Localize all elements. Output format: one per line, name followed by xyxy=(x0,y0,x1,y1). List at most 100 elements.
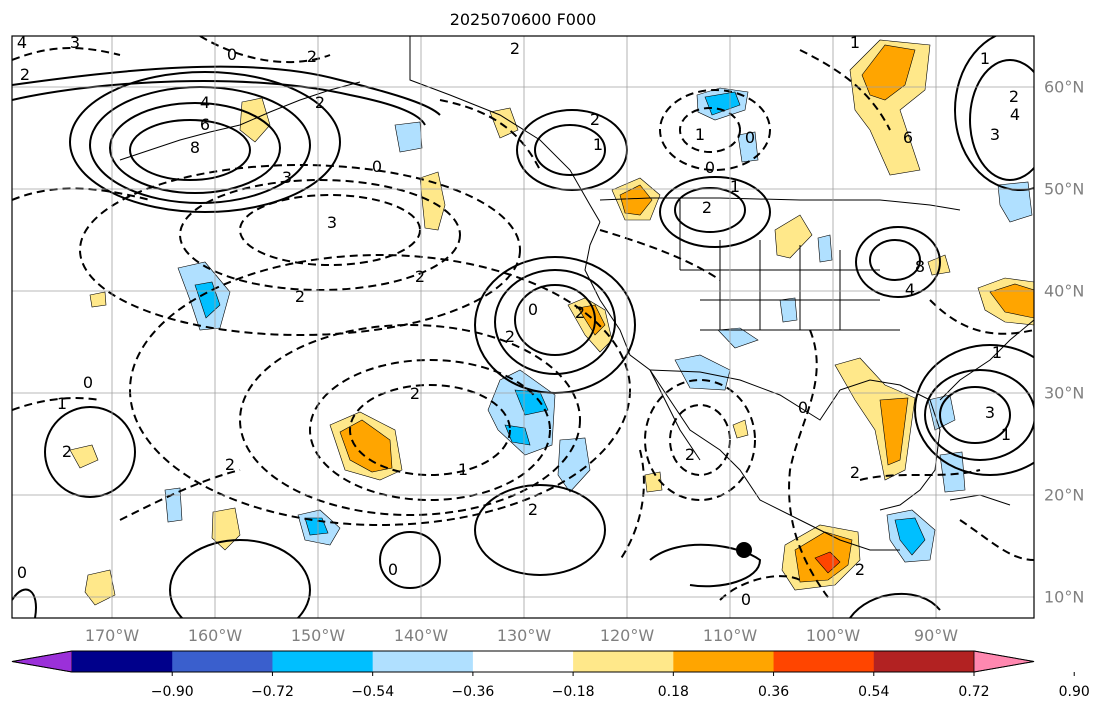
contour-line xyxy=(959,519,1034,561)
shade-strong-positive xyxy=(989,283,1034,319)
contour-labels: 4 320 224683032222102120221200122202200114… xyxy=(17,33,1020,609)
contour-value-label: 6 xyxy=(903,128,913,147)
contour-value-label: 0 xyxy=(528,300,538,319)
contour-value-label: 2 xyxy=(225,455,235,474)
colorbar-segment xyxy=(773,651,875,672)
contour-value-label: 0 xyxy=(745,128,755,147)
contour-line xyxy=(439,99,541,171)
contour-line xyxy=(599,229,721,281)
contour-value-label: 2 xyxy=(307,47,317,66)
contour-ring xyxy=(869,239,921,281)
contour-ring xyxy=(914,344,1034,476)
contour-value-label: 0 xyxy=(227,45,237,64)
colorbar-segment xyxy=(72,651,173,672)
colorbar-extend-high xyxy=(973,650,1035,673)
contour-value-label: 0 xyxy=(17,563,27,582)
shade-positive xyxy=(84,569,116,606)
contour-value-label: 1 xyxy=(1001,425,1011,444)
contour-value-label: 2 xyxy=(528,500,538,519)
contour-value-label: 1 xyxy=(695,125,705,144)
contour-line xyxy=(649,543,762,588)
shade-negative xyxy=(817,234,833,263)
contour-value-label: 2 xyxy=(685,445,695,464)
contour-value-label: 2 xyxy=(850,463,860,482)
contour-value-label: 1 xyxy=(850,33,860,52)
contour-line xyxy=(12,588,37,618)
graticule xyxy=(12,36,1034,618)
longitude-label: 170°W xyxy=(84,626,140,645)
contour-value-label: 1 xyxy=(992,343,1002,362)
shade-negative xyxy=(737,131,759,163)
contour-ring xyxy=(309,359,551,501)
contour-ring xyxy=(644,379,756,501)
longitude-label: 90°W xyxy=(913,626,959,645)
contour-line xyxy=(859,469,981,481)
contour-value-label: 2 xyxy=(855,560,865,579)
contour-line xyxy=(929,299,1034,335)
coastline-east xyxy=(939,319,1034,401)
colorbar-extend-low xyxy=(11,650,73,673)
coastline-aleutians xyxy=(119,81,361,161)
latitude-label: 60°N xyxy=(1044,77,1085,97)
contour-value-label: 2 xyxy=(1009,87,1019,106)
contour-line xyxy=(12,47,121,61)
contour-ring xyxy=(969,59,1034,181)
longitude-label: 160°W xyxy=(187,626,243,645)
contour-value-label: 2 xyxy=(510,39,520,58)
contour-ring xyxy=(674,187,746,233)
colorbar-tick-label: 0.54 xyxy=(858,684,890,700)
colorbar-tick-label: −0.36 xyxy=(451,684,495,700)
contour-value-label: 4 xyxy=(17,33,27,52)
shade-max-positive xyxy=(814,551,841,574)
shade-positive xyxy=(419,171,446,231)
longitude-label: 130°W xyxy=(496,626,552,645)
coastline-west-us xyxy=(584,221,900,551)
contour-ring xyxy=(939,386,1011,444)
dashed-contours xyxy=(12,36,1034,601)
contour-value-label: 0 xyxy=(388,560,398,579)
colorbar-tick-label: −0.54 xyxy=(351,684,395,700)
shade-positive xyxy=(774,214,813,259)
contour-value-label: 0 xyxy=(83,373,93,392)
contour-value-label: 1 xyxy=(980,49,990,68)
contour-line xyxy=(12,397,101,411)
contour-value-label: 6 xyxy=(200,115,210,134)
contour-value-label: 0 xyxy=(372,157,382,176)
contour-ring xyxy=(954,36,1034,191)
contour-value-label: 3 xyxy=(990,125,1000,144)
longitude-label: 120°W xyxy=(599,626,655,645)
latitude-label: 50°N xyxy=(1044,179,1085,199)
contour-value-label: 2 xyxy=(20,65,30,84)
contour-ring xyxy=(239,194,421,266)
point-marker xyxy=(736,542,752,558)
latitude-label: 30°N xyxy=(1044,383,1085,403)
longitude-label: 110°W xyxy=(702,626,758,645)
shade-negative xyxy=(717,327,759,349)
contour-ring xyxy=(79,164,521,336)
map-area: 4 320 224683032222102120221200122202200114… xyxy=(12,33,1034,618)
coastline-alaska xyxy=(409,36,601,223)
shade-negative xyxy=(394,121,423,153)
contour-line xyxy=(799,49,891,131)
contour-value-label: 3 xyxy=(282,168,292,187)
contour-value-label: 1 xyxy=(57,394,67,413)
shade-positive xyxy=(732,419,749,439)
longitude-label: 150°W xyxy=(290,626,346,645)
shade-strong-negative xyxy=(514,389,549,416)
contour-ring xyxy=(69,71,341,213)
colorbar-tick-label: −0.72 xyxy=(250,684,294,700)
shade-positive xyxy=(489,107,519,139)
contour-ring xyxy=(679,107,741,153)
map-frame xyxy=(11,35,1035,619)
colorbar-tick-label: −0.18 xyxy=(551,684,595,700)
state-lines xyxy=(679,200,900,331)
coastline-gulf xyxy=(839,379,941,511)
shade-negative xyxy=(557,437,591,493)
colorbar-tick-label: 0.36 xyxy=(757,684,790,700)
contour-line xyxy=(12,187,151,201)
contour-value-label: 3 xyxy=(70,33,80,52)
colorbar-segment xyxy=(472,651,574,672)
contour-ring xyxy=(44,406,136,498)
colorbar-frame xyxy=(11,650,1035,673)
